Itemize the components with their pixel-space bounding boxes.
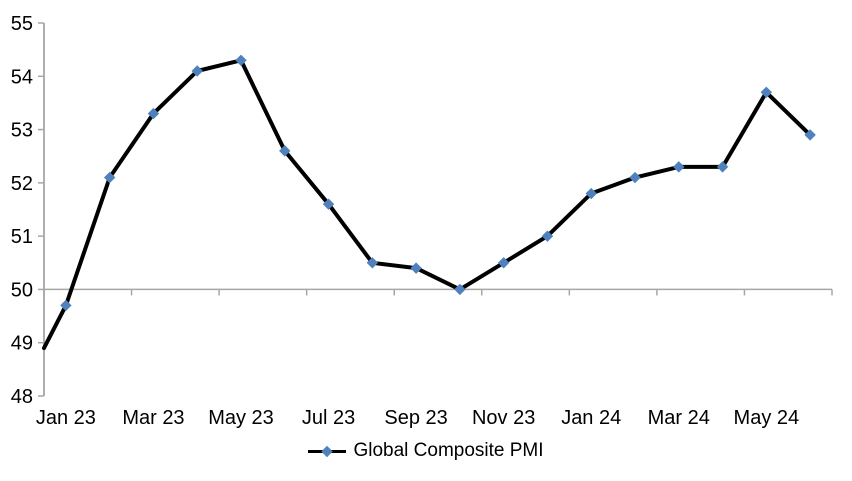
y-tick-label: 52 (11, 173, 33, 195)
data-point-marker (541, 230, 554, 242)
y-tick-label: 55 (11, 13, 33, 35)
data-point-marker (629, 171, 641, 184)
x-tick-label: Jan 24 (561, 407, 621, 429)
legend-label: Global Composite PMI (353, 440, 544, 461)
data-point-marker (60, 299, 72, 312)
x-tick-label: Sep 23 (384, 407, 447, 429)
data-point-marker (235, 54, 247, 66)
chart-plot-area: 48 49 50 51 52 53 54 55 Jan 23 Mar 23 May 23 Jul 23… (11, 13, 833, 429)
legend-line-marker-icon (308, 445, 347, 457)
data-point-marker (585, 187, 597, 200)
x-tick-label: Jul 23 (302, 407, 355, 429)
data-point-marker (410, 262, 422, 274)
y-tick-label: 51 (11, 226, 33, 248)
x-tick-label: Nov 23 (472, 407, 535, 429)
x-tick-label: May 24 (734, 407, 800, 429)
data-point-marker (279, 145, 291, 157)
x-tick-label: Mar 23 (122, 407, 184, 429)
y-tick-label: 50 (11, 279, 33, 301)
data-point-marker (147, 107, 160, 120)
legend: Global Composite PMI (0, 440, 852, 462)
data-point-marker (366, 257, 379, 269)
x-tick-label: Jan 23 (36, 407, 96, 429)
data-point-marker (673, 161, 685, 173)
data-point-marker (497, 257, 510, 269)
y-tick-label: 54 (11, 66, 33, 88)
x-tick-label: May 23 (208, 407, 274, 429)
data-point-marker (191, 65, 203, 77)
data-point-marker (103, 171, 116, 184)
series-line (42, 58, 813, 351)
y-tick-label: 53 (11, 120, 33, 142)
y-tick-label: 49 (11, 333, 33, 355)
data-point-marker (322, 198, 335, 210)
data-point-marker (760, 86, 773, 98)
data-point-marker (454, 283, 466, 296)
data-point-marker (804, 129, 816, 141)
x-tick-label: Mar 24 (648, 407, 710, 429)
y-tick-label: 48 (11, 386, 33, 408)
data-point-marker (716, 161, 729, 173)
